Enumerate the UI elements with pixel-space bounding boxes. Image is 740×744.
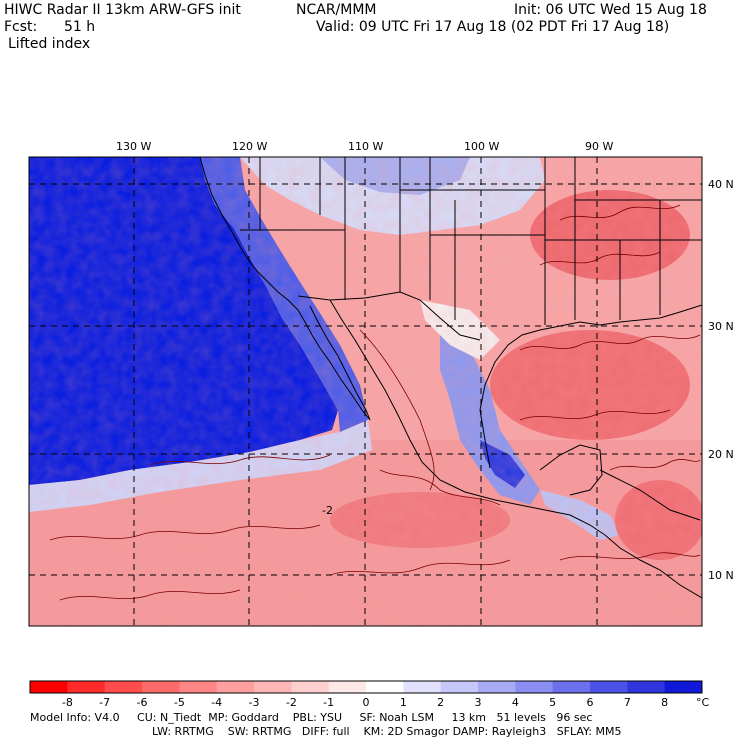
colorbar-tick-label: -7 — [99, 696, 110, 709]
map-field: -2 — [29, 157, 702, 626]
lon-label: 120 W — [232, 140, 267, 153]
colorbar-unit: °C — [696, 696, 710, 709]
map-frame — [28, 156, 703, 627]
colorbar-swatch — [291, 681, 330, 693]
colorbar-tick-label: 4 — [512, 696, 519, 709]
colorbar-swatch — [254, 681, 292, 693]
valid-time: Valid: 09 UTC Fri 17 Aug 18 (02 PDT Fri … — [316, 19, 670, 35]
colorbar-tick-label: -3 — [249, 696, 260, 709]
colorbar-tick-label: -2 — [286, 696, 297, 709]
colorbar-swatch — [67, 681, 106, 693]
latitude-labels: 40 N 30 N 20 N 10 N — [708, 178, 734, 582]
colorbar-swatch — [627, 681, 666, 693]
colorbar-tick-label: 7 — [624, 696, 631, 709]
colorbar-swatch — [403, 681, 442, 693]
contour-value-label: -2 — [322, 504, 333, 517]
colorbar-swatch — [664, 681, 703, 693]
lat-label: 30 N — [708, 320, 734, 333]
colorbar-swatch — [515, 681, 554, 693]
lon-label: 100 W — [464, 140, 499, 153]
colorbar-swatch — [179, 681, 218, 693]
model-info-line2: LW: RRTMG SW: RRTMG DIFF: full KM: 2D Sm… — [152, 725, 622, 738]
colorbar-tick-label: -8 — [62, 696, 73, 709]
colorbar: -8 -7 -6 -5 -4 -3 -2 -1 0 1 2 3 4 5 6 7 8 — [29, 680, 703, 709]
colorbar-swatch — [142, 681, 180, 693]
colorbar-tick-label: 0 — [363, 696, 370, 709]
lat-label: 10 N — [708, 569, 734, 582]
colorbar-tick-label: 2 — [437, 696, 444, 709]
field-name: Lifted index — [8, 36, 91, 52]
lat-label: 20 N — [708, 448, 734, 461]
colorbar-tick-label: -6 — [137, 696, 148, 709]
colorbar-swatch — [366, 681, 404, 693]
colorbar-tick-label: 8 — [661, 696, 668, 709]
model-info-line1: Model Info: V4.0 CU: N_Tiedt MP: Goddard… — [30, 711, 593, 724]
lon-label: 130 W — [116, 140, 151, 153]
colorbar-tick-label: 5 — [549, 696, 556, 709]
coastlines-borders — [199, 157, 702, 599]
colorbar-swatch — [590, 681, 628, 693]
longitude-labels: 130 W 120 W 110 W 100 W 90 W — [116, 140, 613, 153]
lon-label: 90 W — [585, 140, 613, 153]
colorbar-tick-label: 6 — [587, 696, 594, 709]
contour-lines — [49, 204, 701, 601]
colorbar-tick-label: -4 — [211, 696, 222, 709]
graticule — [29, 157, 702, 626]
colorbar-tick-label: -1 — [323, 696, 334, 709]
colorbar-tick-label: 3 — [475, 696, 482, 709]
colorbar-swatch — [552, 681, 591, 693]
forecast-label: Fcst: — [4, 19, 38, 35]
lat-label: 40 N — [708, 178, 734, 191]
colorbar-swatch — [440, 681, 479, 693]
org-label: NCAR/MMM — [296, 2, 377, 18]
colorbar-tick-label: 1 — [400, 696, 407, 709]
colorbar-swatch — [104, 681, 143, 693]
colorbar-swatch — [30, 681, 68, 693]
colorbar-swatch — [478, 681, 516, 693]
lon-label: 110 W — [348, 140, 383, 153]
model-title: HIWC Radar II 13km ARW-GFS init — [4, 2, 241, 18]
init-time: Init: 06 UTC Wed 15 Aug 18 — [514, 2, 707, 18]
colorbar-swatch — [328, 681, 367, 693]
colorbar-swatch — [216, 681, 255, 693]
colorbar-tick-label: -5 — [174, 696, 185, 709]
colorbar-frame — [29, 680, 703, 694]
forecast-hour: 51 h — [64, 19, 96, 35]
